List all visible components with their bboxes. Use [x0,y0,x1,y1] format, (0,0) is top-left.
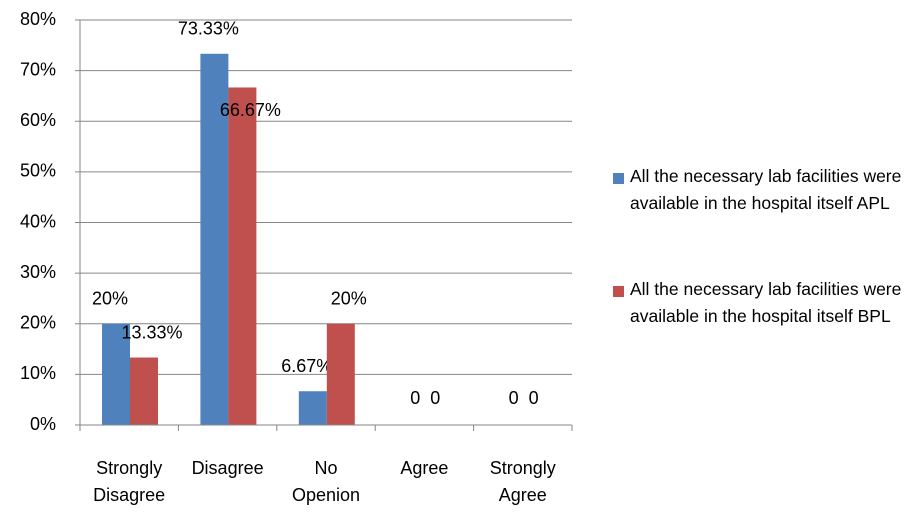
data-label: 0 [509,388,519,408]
x-tick-label: No Openion [291,458,361,505]
data-label: 73.33% [178,19,239,39]
data-label: 0 [430,388,440,408]
data-label: 20% [92,289,128,309]
data-label: 0 [410,388,420,408]
bar [102,323,130,425]
data-label: 0 [529,388,539,408]
x-tick-label: Disagree [191,458,264,478]
bar [130,357,158,425]
y-tick-label: 20% [20,313,56,333]
bar [228,87,257,425]
bar [298,391,327,425]
legend-label: All the necessary lab facilities were av… [630,279,902,326]
data-label: 66.67% [220,100,281,120]
bar [326,323,355,425]
x-tick-label: Strongly Disagree [93,458,166,505]
legend-swatch [613,173,624,184]
y-tick-label: 10% [20,363,56,383]
legend-swatch [613,286,624,297]
bar [200,53,229,425]
y-tick-label: 60% [20,110,56,130]
y-tick-label: 0% [30,414,56,434]
y-tick-label: 30% [20,262,56,282]
data-label: 6.67% [281,356,332,376]
legend-label: All the necessary lab facilities were av… [630,166,902,213]
x-tick-label: Strongly Agree [489,458,556,505]
y-tick-label: 40% [20,211,56,231]
y-tick-label: 70% [20,59,56,79]
y-tick-label: 80% [20,9,56,29]
x-tick-label: Agree [400,458,449,478]
data-label: 20% [331,289,367,309]
data-label: 13.33% [121,322,182,342]
y-tick-label: 50% [20,161,56,181]
